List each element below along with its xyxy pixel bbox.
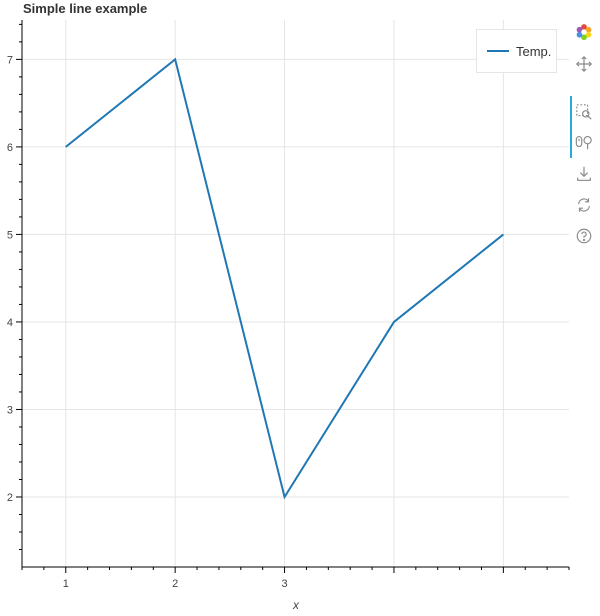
y-tick-label: 6 [7, 142, 13, 154]
help-icon[interactable] [572, 224, 596, 248]
axes: 1 2 3 2 3 4 5 6 7 [7, 20, 570, 590]
toolbar [568, 16, 600, 246]
pan-icon[interactable] [572, 52, 596, 76]
series-line-temp [65, 57, 504, 500]
legend-label-temp: Temp. [516, 43, 552, 59]
legend: Temp. [476, 29, 557, 73]
y-tick-label: 3 [7, 404, 13, 416]
y-tick-label: 4 [7, 317, 13, 329]
series-layer [65, 57, 504, 500]
x-axis-label: x [292, 598, 300, 612]
wheel-zoom-icon[interactable] [570, 126, 596, 158]
x-tick-label: 2 [172, 578, 178, 590]
reset-icon[interactable] [572, 193, 596, 217]
bokeh-logo-icon[interactable] [572, 20, 596, 44]
y-tick-label: 5 [7, 229, 13, 241]
legend-swatch-temp [487, 49, 509, 53]
save-icon[interactable] [572, 162, 596, 186]
chart-title: Simple line example [23, 1, 147, 16]
y-tick-label: 2 [7, 492, 13, 504]
y-tick-label: 7 [7, 54, 13, 66]
x-tick-label: 3 [281, 578, 287, 590]
box-zoom-icon[interactable] [570, 96, 596, 128]
x-tick-label: 1 [63, 578, 69, 590]
grid [22, 20, 569, 567]
